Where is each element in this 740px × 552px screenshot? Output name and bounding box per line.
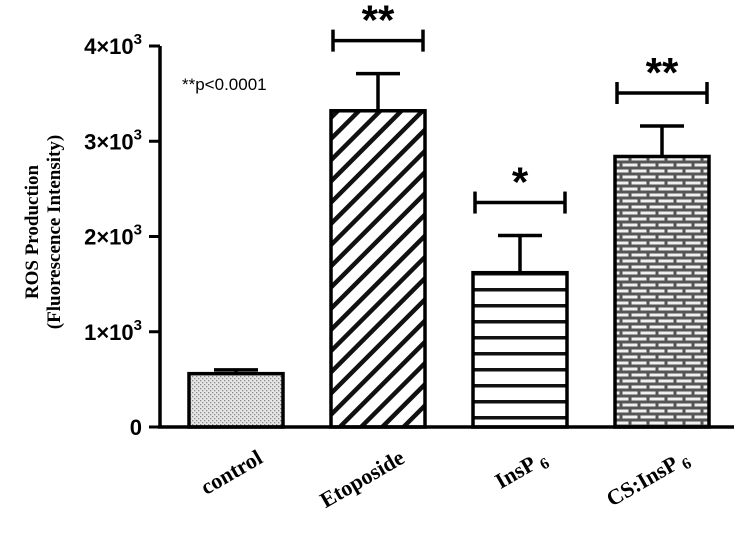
- y-tick-label: 2×103: [84, 222, 142, 250]
- y-tick-label-base: 3×10: [84, 129, 134, 154]
- x-axis-tick-labels: control Etoposide InsP6 CS:InsP6: [196, 444, 695, 515]
- x-tick-label: InsP6: [491, 445, 553, 498]
- significance-stars: **: [362, 0, 395, 44]
- x-tick-label-subscript: 6: [537, 455, 552, 474]
- x-tick-label: control: [196, 445, 266, 500]
- y-tick-label: 1×103: [84, 317, 142, 345]
- y-axis-label-line1: ROS Production: [22, 164, 43, 299]
- error-bars: [214, 71, 684, 374]
- y-tick-label-base: 4×10: [84, 34, 134, 59]
- bar-etoposide: [329, 109, 427, 429]
- y-tick-label: 0: [130, 415, 142, 440]
- y-tick-label-base: 1×10: [84, 320, 134, 345]
- bar-control: [187, 371, 285, 429]
- bar-insp6: [471, 270, 569, 429]
- x-tick-label: Etoposide: [316, 444, 409, 512]
- significance-note: **p<0.0001: [182, 75, 267, 94]
- y-tick-label-base: 0: [130, 415, 142, 440]
- y-axis-label-line2: (Fluorescence Intensity): [44, 135, 65, 329]
- x-tick-label-base: InsP: [491, 451, 541, 494]
- significance-stars: *: [512, 159, 529, 206]
- y-tick-label-exponent: 3: [134, 222, 142, 239]
- x-tick-label-base: control: [196, 445, 266, 500]
- y-tick-label-exponent: 3: [134, 317, 142, 334]
- x-tick-label-subscript: 6: [679, 455, 694, 474]
- y-tick-label: 3×103: [84, 126, 142, 154]
- y-tick-label-exponent: 3: [134, 31, 142, 48]
- significance-stars: **: [646, 49, 679, 96]
- bar-cs-insp6: [613, 154, 711, 429]
- significance-markers: *****: [331, 0, 709, 214]
- bars: [187, 109, 711, 429]
- y-axis-label: ROS Production (Fluorescence Intensity): [22, 135, 65, 329]
- x-tick-label: CS:InsP6: [602, 445, 695, 515]
- y-tick-label-base: 2×10: [84, 225, 134, 250]
- x-tick-label-base: CS:InsP: [602, 451, 682, 512]
- y-tick-label: 4×103: [84, 31, 142, 59]
- x-tick-label-base: Etoposide: [316, 444, 409, 512]
- y-tick-label-exponent: 3: [134, 126, 142, 143]
